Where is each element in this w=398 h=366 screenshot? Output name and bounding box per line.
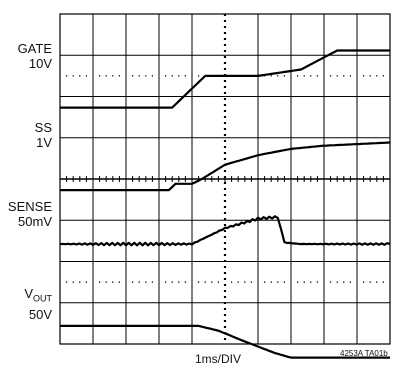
ss-name: SS xyxy=(34,120,52,135)
reference-dot xyxy=(164,75,167,77)
reference-dot xyxy=(184,75,187,77)
reference-dot xyxy=(65,281,68,283)
reference-dot xyxy=(376,281,378,283)
reference-dot xyxy=(343,281,345,283)
reference-dot xyxy=(112,281,114,283)
reference-dot xyxy=(79,75,81,77)
reference-dot xyxy=(65,75,68,77)
reference-dot xyxy=(296,281,299,283)
label-vout: VOUT 50V xyxy=(4,286,52,322)
reference-dot xyxy=(131,75,134,77)
reference-dot xyxy=(277,75,279,77)
reference-dot xyxy=(382,75,385,77)
reference-dot xyxy=(329,75,332,77)
reference-dot xyxy=(171,281,173,283)
reference-dot xyxy=(98,281,101,283)
reference-dot xyxy=(362,281,365,283)
reference-dot xyxy=(217,281,220,283)
reference-dot xyxy=(349,75,352,77)
reference-dot xyxy=(376,75,378,77)
reference-dot xyxy=(145,281,147,283)
reference-dot xyxy=(72,75,74,77)
reference-dot xyxy=(369,75,371,77)
reference-dot xyxy=(336,75,338,77)
reference-dot xyxy=(329,281,332,283)
reference-dot xyxy=(138,281,140,283)
reference-dot xyxy=(178,281,180,283)
reference-dot xyxy=(197,281,200,283)
reference-dot xyxy=(138,75,140,77)
reference-dot xyxy=(310,281,312,283)
label-ss: SS 1V xyxy=(4,120,52,150)
reference-dot xyxy=(382,281,385,283)
vout-scale: 50V xyxy=(28,306,52,322)
reference-dot xyxy=(197,75,200,77)
trace-sense xyxy=(60,215,391,247)
reference-dot xyxy=(151,281,154,283)
reference-dot xyxy=(85,75,88,77)
label-gate: GATE 10V xyxy=(4,41,52,71)
reference-dot xyxy=(270,281,272,283)
reference-dot xyxy=(204,281,206,283)
gate-name: GATE xyxy=(17,41,52,56)
sense-scale: 50mV xyxy=(18,214,52,229)
reference-dot xyxy=(72,281,74,283)
sense-name: SENSE xyxy=(7,199,52,214)
reference-dot xyxy=(79,281,81,283)
reference-dot xyxy=(303,281,305,283)
reference-dot xyxy=(178,75,180,77)
reference-dot xyxy=(145,75,147,77)
reference-dot xyxy=(250,281,253,283)
reference-dot xyxy=(296,75,299,77)
reference-dot xyxy=(151,75,154,77)
reference-dot xyxy=(283,75,286,77)
reference-dot xyxy=(316,75,319,77)
reference-dot xyxy=(237,281,239,283)
reference-dot xyxy=(362,75,365,77)
reference-dot xyxy=(112,75,114,77)
reference-dot xyxy=(369,281,371,283)
reference-dot xyxy=(118,281,121,283)
reference-dot xyxy=(211,281,213,283)
reference-dot xyxy=(310,75,312,77)
reference-dot xyxy=(118,75,121,77)
reference-dot xyxy=(349,281,352,283)
reference-dot xyxy=(336,281,338,283)
reference-dot xyxy=(85,281,88,283)
reference-dot xyxy=(316,281,319,283)
reference-dot xyxy=(98,75,101,77)
ss-scale: 1V xyxy=(36,135,52,150)
reference-dot xyxy=(171,75,173,77)
vout-name: VOUT xyxy=(24,286,52,304)
reference-dot xyxy=(303,75,305,77)
reference-dot xyxy=(105,281,107,283)
reference-dot xyxy=(105,75,107,77)
reference-dot xyxy=(131,281,134,283)
label-sense: SENSE 50mV xyxy=(4,199,52,229)
reference-dot xyxy=(277,281,279,283)
reference-dot xyxy=(184,281,187,283)
reference-dot xyxy=(263,281,266,283)
trace-gate xyxy=(60,49,390,109)
reference-dot xyxy=(343,75,345,77)
trace-vout xyxy=(60,324,390,359)
trace-ss xyxy=(60,141,391,192)
reference-dot xyxy=(164,281,167,283)
gate-scale: 10V xyxy=(28,56,52,71)
figure-code: 4253A TA01b xyxy=(340,349,388,358)
reference-dot xyxy=(230,281,233,283)
reference-dot xyxy=(244,281,246,283)
reference-dot xyxy=(270,75,272,77)
x-axis-label: 1ms/DIV xyxy=(195,352,242,366)
reference-dot xyxy=(283,281,286,283)
